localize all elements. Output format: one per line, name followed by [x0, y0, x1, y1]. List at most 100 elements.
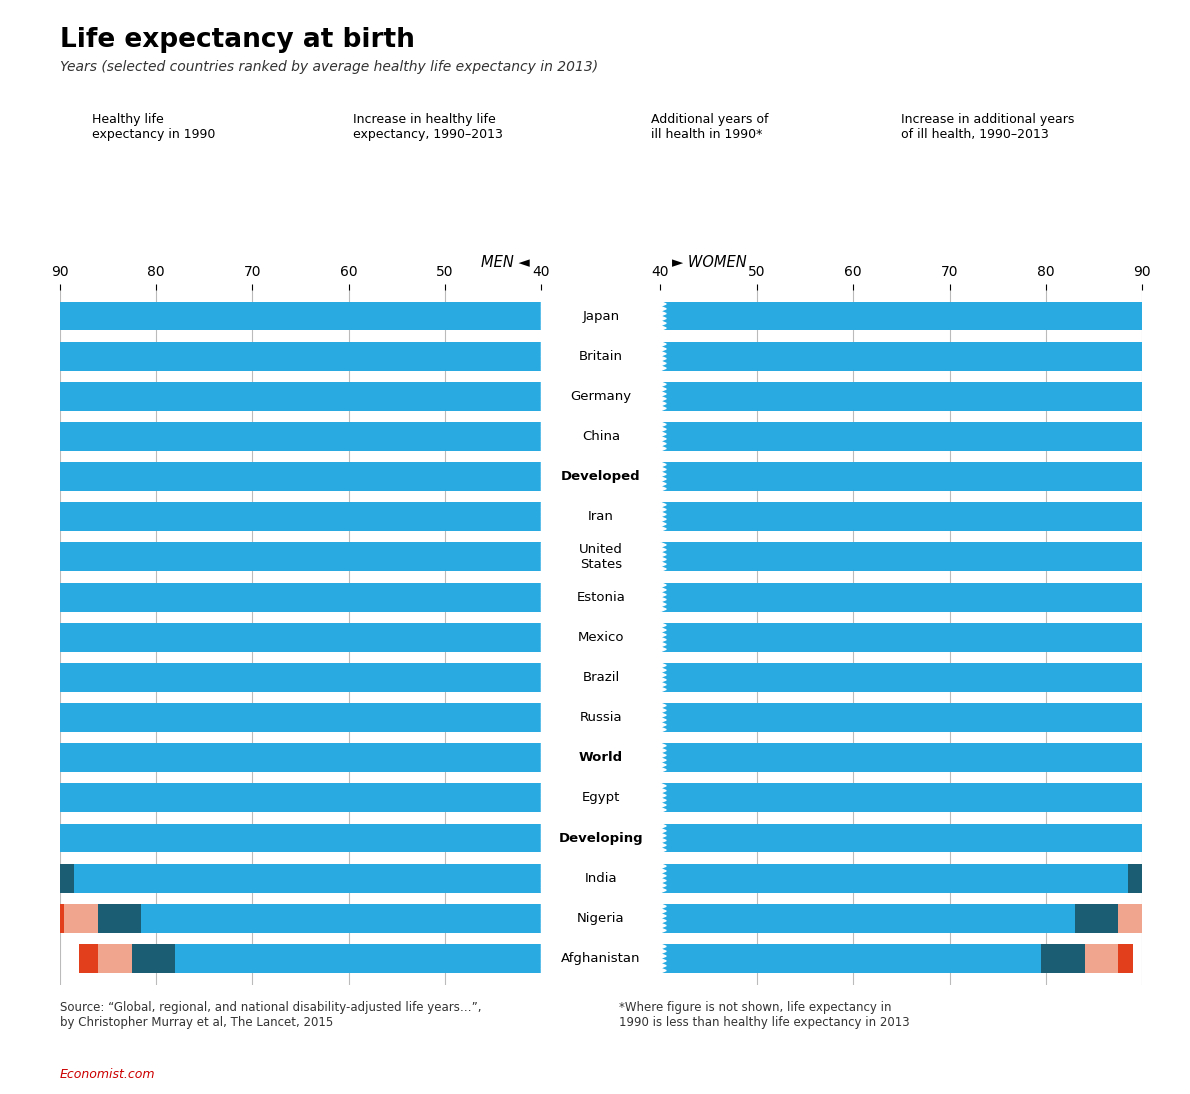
Polygon shape	[660, 748, 666, 753]
Polygon shape	[541, 326, 547, 330]
Polygon shape	[660, 954, 666, 958]
Bar	[26, 824, 541, 852]
Polygon shape	[541, 587, 547, 592]
Text: Life expectancy at birth: Life expectancy at birth	[60, 27, 414, 54]
Text: Mexico: Mexico	[577, 631, 625, 643]
Polygon shape	[541, 632, 547, 637]
Polygon shape	[541, 481, 547, 486]
Bar	[0, 864, 21, 893]
Text: *Where figure is not shown, life expectancy in
1990 is less than healthy life ex: *Where figure is not shown, life expecta…	[619, 1001, 909, 1029]
Bar	[1128, 864, 1190, 893]
Bar	[11, 583, 541, 612]
Bar	[660, 663, 1190, 691]
Polygon shape	[541, 567, 547, 571]
Text: ► WOMEN: ► WOMEN	[672, 255, 747, 270]
Polygon shape	[541, 486, 547, 491]
Polygon shape	[541, 386, 547, 392]
Bar	[660, 904, 1075, 933]
Bar	[0, 663, 6, 691]
Text: China: China	[582, 430, 620, 443]
Polygon shape	[541, 748, 547, 753]
Bar	[660, 382, 1190, 410]
Polygon shape	[541, 683, 547, 687]
Text: World: World	[578, 752, 624, 765]
Polygon shape	[660, 864, 666, 869]
Polygon shape	[541, 789, 547, 793]
Polygon shape	[660, 824, 666, 828]
Text: Brazil: Brazil	[582, 671, 620, 684]
Polygon shape	[660, 587, 666, 592]
Bar	[0, 703, 541, 732]
Bar	[1075, 904, 1119, 933]
Polygon shape	[541, 526, 547, 532]
Polygon shape	[660, 401, 666, 406]
Text: Egypt: Egypt	[582, 791, 620, 804]
Bar	[0, 422, 541, 451]
Polygon shape	[660, 365, 666, 371]
Polygon shape	[660, 597, 666, 602]
Polygon shape	[660, 526, 666, 532]
Polygon shape	[660, 467, 666, 472]
Bar	[660, 462, 1190, 491]
Polygon shape	[660, 481, 666, 486]
Polygon shape	[541, 622, 547, 628]
Bar	[64, 904, 98, 933]
Polygon shape	[660, 602, 666, 607]
Polygon shape	[660, 607, 666, 612]
Polygon shape	[541, 673, 547, 677]
Text: Years (selected countries ranked by average healthy life expectancy in 2013): Years (selected countries ranked by aver…	[60, 60, 597, 74]
Bar	[0, 302, 541, 330]
Polygon shape	[660, 828, 666, 834]
Polygon shape	[660, 486, 666, 491]
Polygon shape	[541, 427, 547, 432]
Polygon shape	[660, 341, 666, 347]
Polygon shape	[541, 888, 547, 893]
Polygon shape	[541, 302, 547, 306]
Polygon shape	[660, 728, 666, 732]
Polygon shape	[660, 758, 666, 763]
Polygon shape	[541, 396, 547, 401]
Polygon shape	[541, 392, 547, 396]
Polygon shape	[541, 798, 547, 803]
Bar	[45, 904, 64, 933]
Polygon shape	[660, 708, 666, 713]
Bar	[660, 944, 1041, 973]
Polygon shape	[541, 667, 547, 673]
Polygon shape	[541, 918, 547, 923]
Polygon shape	[660, 663, 666, 667]
Polygon shape	[541, 557, 547, 561]
Polygon shape	[660, 713, 666, 718]
Polygon shape	[660, 722, 666, 728]
Text: Germany: Germany	[570, 389, 632, 403]
Bar	[1152, 904, 1171, 933]
Polygon shape	[541, 964, 547, 968]
Polygon shape	[541, 763, 547, 767]
Polygon shape	[660, 968, 666, 973]
Polygon shape	[541, 321, 547, 326]
Polygon shape	[660, 873, 666, 878]
Polygon shape	[541, 954, 547, 958]
Polygon shape	[541, 913, 547, 918]
Polygon shape	[541, 904, 547, 909]
Polygon shape	[660, 437, 666, 441]
Polygon shape	[660, 592, 666, 597]
Polygon shape	[541, 944, 547, 948]
Bar	[660, 864, 1128, 893]
Text: Nigeria: Nigeria	[577, 911, 625, 924]
Bar	[1041, 944, 1084, 973]
Bar	[660, 622, 1190, 652]
Polygon shape	[660, 958, 666, 964]
Bar	[660, 502, 1190, 532]
Bar	[660, 743, 1180, 772]
Polygon shape	[541, 508, 547, 512]
Polygon shape	[541, 306, 547, 311]
Polygon shape	[541, 923, 547, 928]
Bar	[132, 944, 175, 973]
Polygon shape	[541, 406, 547, 410]
Polygon shape	[541, 351, 547, 357]
Polygon shape	[660, 667, 666, 673]
Polygon shape	[660, 677, 666, 683]
Polygon shape	[541, 878, 547, 883]
Polygon shape	[541, 783, 547, 789]
Polygon shape	[660, 632, 666, 637]
